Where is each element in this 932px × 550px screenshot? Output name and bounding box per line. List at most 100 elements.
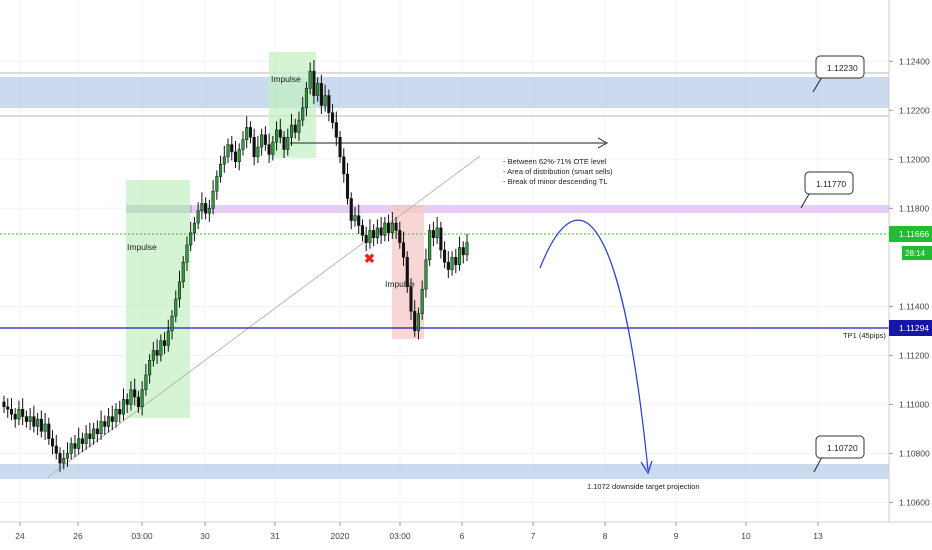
candle-body xyxy=(424,259,428,290)
callout-text-2: 1.11770 xyxy=(816,179,846,189)
candle-body xyxy=(394,222,398,231)
candle-body xyxy=(372,230,376,238)
price-tick-label: 1.11800 xyxy=(899,203,929,213)
candle-body xyxy=(435,227,439,238)
chart-annotations: Impulse Impulse Impulse - Between 62%-71… xyxy=(127,74,886,491)
candle-body xyxy=(450,257,454,270)
candle-body xyxy=(289,124,294,138)
candle-body xyxy=(390,222,394,234)
candle-body xyxy=(170,315,174,332)
candle-body xyxy=(446,261,450,270)
trend-line xyxy=(47,155,481,478)
candle-body xyxy=(36,418,40,427)
callout-box-1 xyxy=(815,55,865,79)
candle-body xyxy=(28,416,32,422)
candle-body xyxy=(308,70,312,89)
candle-body xyxy=(129,389,133,405)
tp-label: TP1 (45pips) xyxy=(843,331,886,340)
callout-pointer-1 xyxy=(812,76,823,93)
time-tick-label: 24 xyxy=(15,531,25,541)
candle-body xyxy=(177,281,182,300)
candle-body xyxy=(6,406,10,410)
candle-body xyxy=(357,215,361,226)
candle-series xyxy=(2,60,469,472)
current-price-text: 1.11666 xyxy=(899,229,929,239)
candle-body xyxy=(360,225,365,236)
candle-body xyxy=(133,389,137,398)
candle-body xyxy=(420,288,424,314)
time-tick-label: 30 xyxy=(200,531,210,541)
candle-body xyxy=(151,350,155,361)
price-tick-label: 1.10600 xyxy=(899,497,930,507)
ote-zone-band xyxy=(126,205,889,213)
price-tick-label: 1.11400 xyxy=(899,301,929,311)
time-axis-ticks: 24 26 03:00 30 31 2020 03:00 6 7 8 9 10 13 xyxy=(15,522,823,541)
candle-body xyxy=(17,409,21,420)
candle-body xyxy=(241,139,245,150)
candle-body xyxy=(454,257,458,265)
candle-body xyxy=(260,134,264,148)
candle-body xyxy=(84,433,88,444)
candle-body xyxy=(222,156,226,165)
time-tick-label: 8 xyxy=(603,531,608,541)
candle-body xyxy=(77,438,81,449)
candle-body xyxy=(316,83,320,96)
time-tick-label: 6 xyxy=(460,531,465,541)
candle-body xyxy=(80,438,84,444)
ote-arrow-head xyxy=(597,137,609,149)
supply-zone-top xyxy=(0,77,889,108)
candle-body xyxy=(342,156,346,175)
candle-body xyxy=(297,119,301,133)
candle-body xyxy=(398,230,402,243)
candle-body xyxy=(405,257,409,287)
candle-body xyxy=(248,127,252,138)
candle-body xyxy=(32,416,36,427)
candle-body xyxy=(334,122,338,138)
candle-body xyxy=(353,215,357,221)
candle-body xyxy=(21,409,25,417)
candle-body xyxy=(58,453,62,464)
candle-body xyxy=(163,340,167,346)
callout-text-3: 1.10720 xyxy=(827,443,858,453)
price-tick-label: 1.10800 xyxy=(899,448,930,458)
candle-body xyxy=(200,203,204,212)
time-tick-label: 31 xyxy=(270,531,280,541)
candle-body xyxy=(237,149,241,162)
candle-body xyxy=(323,95,327,106)
candle-body xyxy=(204,203,208,214)
callout-box-2 xyxy=(804,171,854,195)
callout-pointer-3 xyxy=(813,456,823,473)
candle-body xyxy=(106,416,111,427)
candle-body xyxy=(189,232,193,246)
candle-body xyxy=(383,222,387,236)
candle-body xyxy=(207,208,211,214)
candle-body xyxy=(215,176,219,192)
price-badges: 1.11666 28:14 1.11294 xyxy=(889,226,932,336)
candle-body xyxy=(226,144,230,158)
candle-body xyxy=(379,227,383,236)
time-tick-label: 03:00 xyxy=(131,531,153,541)
time-tick-label: 10 xyxy=(741,531,751,541)
candle-body xyxy=(282,136,286,150)
price-tick-label: 1.11200 xyxy=(899,350,929,360)
price-tick-label: 1.12000 xyxy=(899,154,930,164)
projection-arrow-head xyxy=(640,460,653,475)
impulse-label-1: Impulse xyxy=(127,242,157,252)
candle-body xyxy=(375,227,379,238)
price-callouts: 1.12230 1.11770 1.10720 xyxy=(800,55,865,473)
candle-body xyxy=(62,458,66,464)
candle-body xyxy=(439,227,443,251)
candle-body xyxy=(174,298,178,317)
note-line-3: - Break of minor descending TL xyxy=(503,177,608,186)
candle-body xyxy=(457,247,462,265)
demand-zone-bottom xyxy=(0,464,889,479)
candle-body xyxy=(252,136,256,158)
candle-body xyxy=(114,409,118,422)
candle-body xyxy=(148,360,152,376)
candle-body xyxy=(69,443,73,454)
price-axis-ticks: 1.12400 1.12200 1.12000 1.11800 1.11400 1.112… xyxy=(889,56,930,507)
candle-body xyxy=(443,249,447,263)
candle-body xyxy=(144,374,148,390)
